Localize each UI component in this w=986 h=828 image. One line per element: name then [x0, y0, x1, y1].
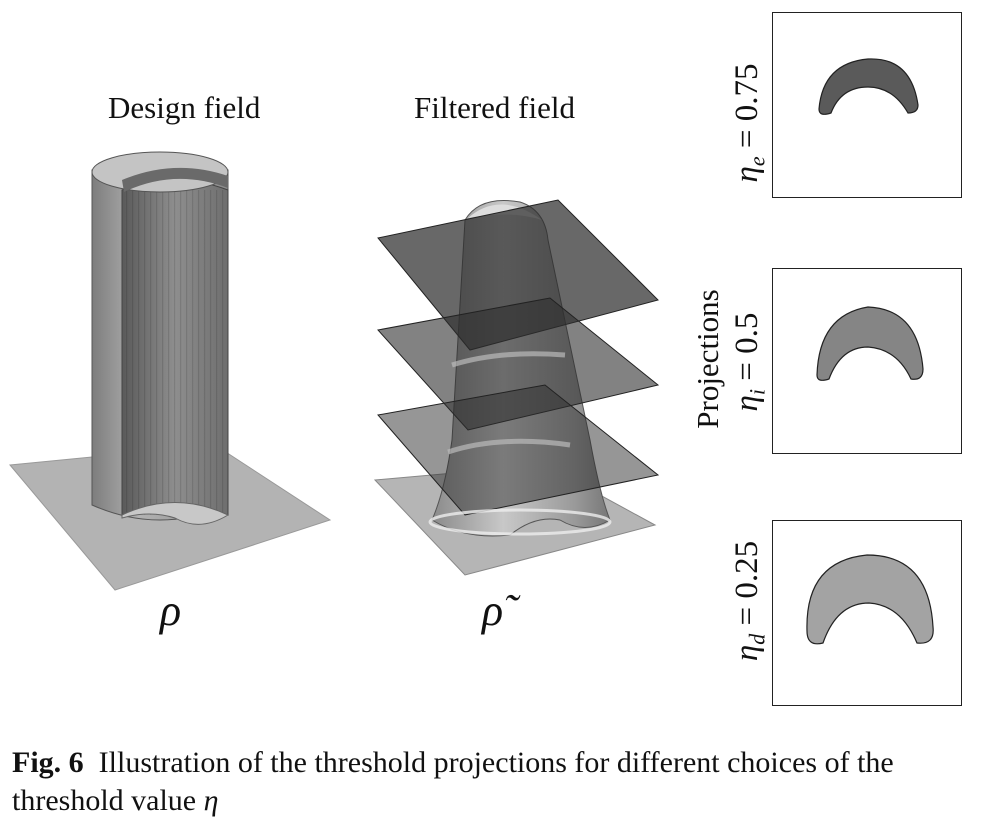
filtered-field-title: Filtered field [414, 90, 575, 125]
filtered-field-illustration [373, 199, 660, 576]
projection-panel-eta-d [772, 520, 962, 706]
design-field-title: Design field [108, 90, 261, 125]
projections-label: Projections [690, 289, 725, 429]
eta-i-label: ηi = 0.5 [729, 312, 770, 412]
caption-eta-symbol: η [203, 784, 219, 817]
caption-text: Illustration of the threshold projection… [12, 746, 894, 817]
eta-d-label: ηd = 0.25 [729, 540, 770, 662]
projection-shape [818, 58, 919, 115]
design-field-illustration [9, 151, 332, 591]
projection-shape [816, 306, 924, 381]
projection-panel-eta-i [772, 268, 962, 454]
figure-caption: Fig. 6 Illustration of the threshold pro… [12, 744, 978, 820]
eta-e-label: ηe = 0.75 [729, 63, 770, 183]
rho-tilde-symbol: ρ̃ [482, 586, 504, 635]
projection-shape [806, 554, 934, 645]
rho-symbol: ρ [160, 586, 182, 635]
projection-panel-eta-e [772, 12, 962, 198]
figure-label: Fig. 6 [12, 746, 84, 779]
